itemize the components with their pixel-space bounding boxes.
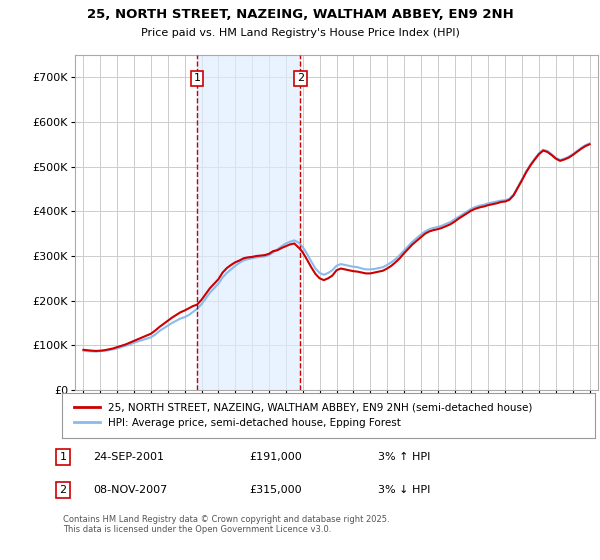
Text: £191,000: £191,000 [249, 452, 302, 462]
Text: 1: 1 [59, 452, 67, 462]
Text: 1: 1 [193, 73, 200, 83]
Bar [197, 55, 301, 390]
Text: Contains HM Land Registry data © Crown copyright and database right 2025.
This d: Contains HM Land Registry data © Crown c… [63, 515, 389, 534]
Text: 24-SEP-2001: 24-SEP-2001 [93, 452, 164, 462]
Text: Price paid vs. HM Land Registry's House Price Index (HPI): Price paid vs. HM Land Registry's House … [140, 28, 460, 38]
Text: 2: 2 [297, 73, 304, 83]
Text: 25, NORTH STREET, NAZEING, WALTHAM ABBEY, EN9 2NH: 25, NORTH STREET, NAZEING, WALTHAM ABBEY… [86, 8, 514, 21]
Text: 08-NOV-2007: 08-NOV-2007 [93, 485, 167, 495]
Text: 3% ↓ HPI: 3% ↓ HPI [378, 485, 430, 495]
Text: 3% ↑ HPI: 3% ↑ HPI [378, 452, 430, 462]
Text: £315,000: £315,000 [249, 485, 302, 495]
Legend: 25, NORTH STREET, NAZEING, WALTHAM ABBEY, EN9 2NH (semi-detached house), HPI: Av: 25, NORTH STREET, NAZEING, WALTHAM ABBEY… [70, 399, 537, 432]
Text: 2: 2 [59, 485, 67, 495]
